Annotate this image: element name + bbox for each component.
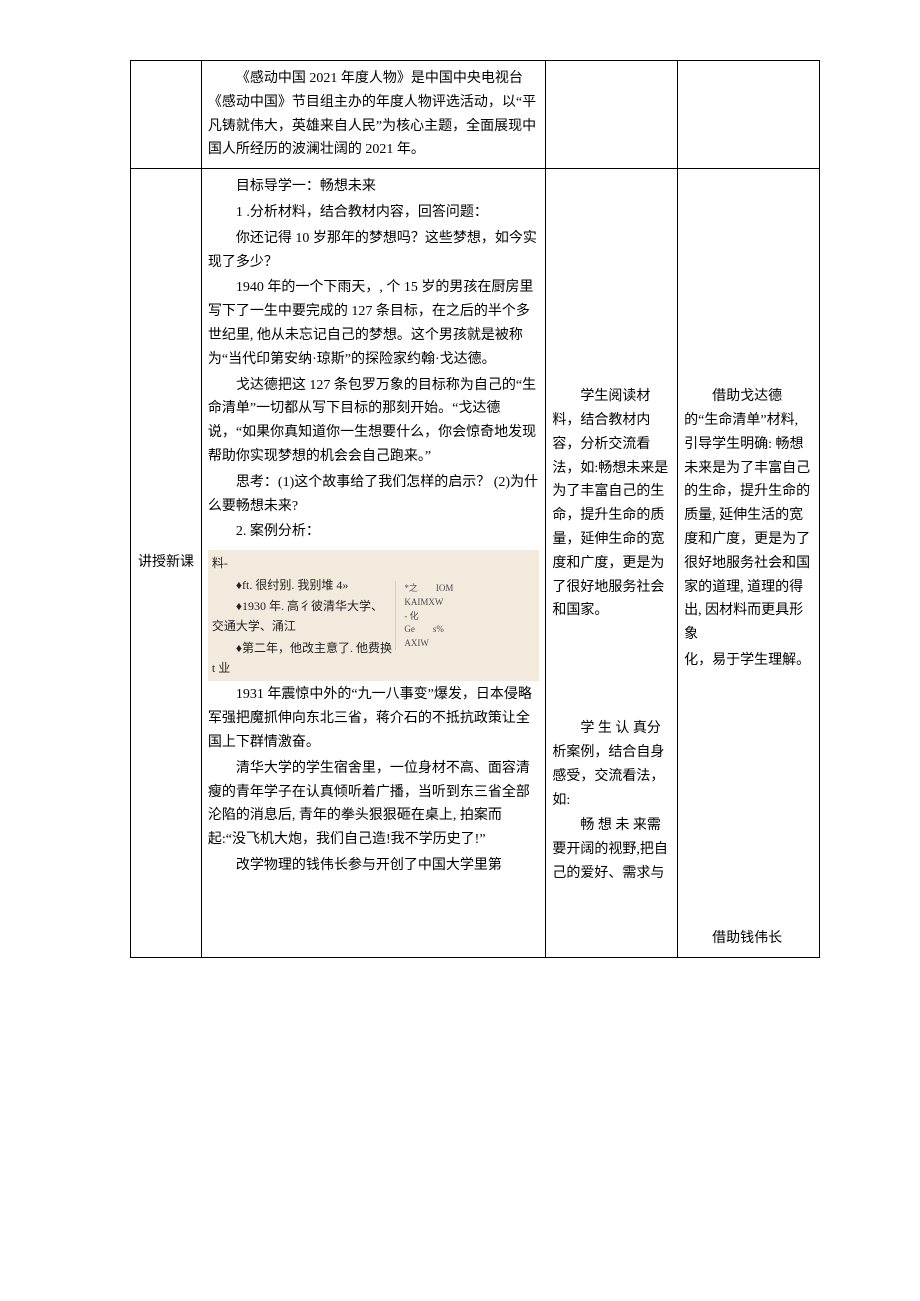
row2-a-1: 1 .分析材料，结合教材内容，回答问题：: [208, 201, 540, 225]
row1-content-p1: 《感动中国 2021 年度人物》是中国中央电视台《感动中国》节目组主办的年度人物…: [208, 67, 540, 162]
row2-design-0: 借助戈达德的“生命清单”材料, 引导学生明确: 畅想未来是为了丰富自己的生命，提…: [684, 385, 813, 647]
inset-right-1: KAIMXW: [404, 596, 535, 609]
row2-content-cell: 目标导学一：畅想未来 1 .分析材料，结合教材内容，回答问题： 你还记得 10 …: [201, 169, 546, 957]
inset-right-2: - 化: [404, 610, 535, 623]
row2-a-6: 2. 案例分析：: [208, 520, 540, 544]
row2-design-1: 化，易于学生理解。: [684, 649, 813, 673]
row2-label: 讲授新课: [138, 555, 194, 570]
inset-left-2: ♦第二年，他改主意了. 他费换 t 业: [212, 638, 395, 679]
inset-right-0: *之 IOM: [404, 582, 535, 595]
row2-student-1: 学 生 认 真分析案例，结合自身感受，交流看法，如:: [552, 717, 671, 812]
row2-design-2: 借助钱伟长: [684, 927, 813, 951]
row2-a-2: 你还记得 10 岁那年的梦想吗？这些梦想，如今实现了多少？: [208, 227, 540, 275]
table-row: 讲授新课 目标导学一：畅想未来 1 .分析材料，结合教材内容，回答问题： 你还记…: [131, 169, 820, 957]
row2-student-0: 学生阅读材料，结合教材内容，分析交流看法，如:畅想未来是为了丰富自己的生命，提升…: [552, 385, 671, 623]
row2-student-cell: 学生阅读材料，结合教材内容，分析交流看法，如:畅想未来是为了丰富自己的生命，提升…: [546, 169, 678, 957]
student-spacer-mid: [552, 625, 671, 715]
row2-student-2: 畅 想 未 来需要开阔的视野,把自己的爱好、需求与: [552, 814, 671, 885]
row2-a-4: 戈达德把这 127 条包罗万象的目标称为自己的“生命清单”一切都从写下目标的那刻…: [208, 374, 540, 469]
inset-material-box: 料- ♦ft. 很纣别. 我别堆 4» ♦1930 年. 高彳彼清华大学、 交通…: [208, 550, 540, 681]
inset-left-1: ♦1930 年. 高彳彼清华大学、 交通大学、涌江: [212, 596, 395, 637]
row2-b-1: 清华大学的学生宿舍里，一位身材不高、面容清瘦的青年学子在认真倾听着广播，当听到东…: [208, 757, 540, 852]
inset-left-0: ♦ft. 很纣别. 我别堆 4»: [212, 575, 395, 595]
row2-b-2: 改学物理的钱伟长参与开创了中国大学里第: [208, 854, 540, 878]
row2-b-0: 1931 年震惊中外的“九一八事变”爆发，日本侵略军强把魔抓伸向东北三省，蒋介石…: [208, 683, 540, 754]
row2-design-cell: 借助戈达德的“生命清单”材料, 引导学生明确: 畅想未来是为了丰富自己的生命，提…: [678, 169, 820, 957]
row1-design-cell: [678, 61, 820, 169]
row1-student-cell: [546, 61, 678, 169]
table-row: 《感动中国 2021 年度人物》是中国中央电视台《感动中国》节目组主办的年度人物…: [131, 61, 820, 169]
row1-label-cell: [131, 61, 202, 169]
row2-a-3: 1940 年的一个下雨天，, 个 15 岁的男孩在厨房里写下了一生中要完成的 1…: [208, 276, 540, 371]
inset-left-prefix: 料-: [212, 553, 395, 573]
student-spacer-top: [552, 173, 671, 383]
design-spacer-bottom: [684, 675, 813, 925]
row2-label-cell: 讲授新课: [131, 169, 202, 957]
design-spacer-top: [684, 173, 813, 383]
inset-left: 料- ♦ft. 很纣别. 我别堆 4» ♦1930 年. 高彳彼清华大学、 交通…: [212, 552, 395, 679]
row1-content-cell: 《感动中国 2021 年度人物》是中国中央电视台《感动中国》节目组主办的年度人物…: [201, 61, 546, 169]
row2-a-0: 目标导学一：畅想未来: [208, 175, 540, 199]
inset-right-4: AXIW: [404, 637, 535, 650]
inset-right-3: Ge s%: [404, 623, 535, 636]
lesson-table: 《感动中国 2021 年度人物》是中国中央电视台《感动中国》节目组主办的年度人物…: [130, 60, 820, 958]
inset-right: *之 IOM KAIMXW - 化 Ge s% AXIW: [395, 581, 535, 650]
inset-wrap: 料- ♦ft. 很纣别. 我别堆 4» ♦1930 年. 高彳彼清华大学、 交通…: [212, 552, 536, 679]
row2-a-5: 思考：(1)这个故事给了我们怎样的启示？ (2)为什么要畅想未来?: [208, 471, 540, 519]
